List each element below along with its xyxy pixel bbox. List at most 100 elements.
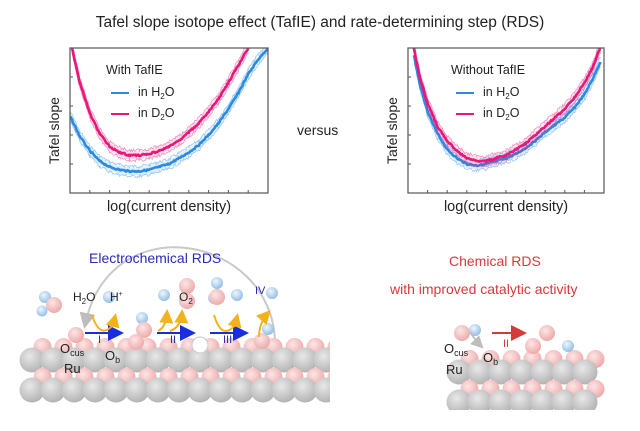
adsorbates [36, 277, 278, 354]
ru-atom [488, 359, 514, 385]
figure-title: Tafel slope isotope effect (TafIE) and r… [95, 14, 545, 31]
oxygen-atom [136, 322, 152, 338]
ru-atom [145, 347, 171, 373]
o2-label: O2 [179, 290, 193, 306]
ru-atom [124, 347, 150, 373]
left-plot-xlabel: log(current density) [106, 199, 232, 215]
ru-atom [166, 377, 192, 403]
electrochemical-scheme [19, 246, 330, 403]
ru-atom [313, 347, 330, 373]
ru-atom [292, 377, 318, 403]
ru-atom [467, 359, 493, 385]
oxygen-atom [46, 297, 62, 313]
ru-atom [166, 347, 192, 373]
ru-atom [61, 377, 87, 403]
chem-ru-label: Ru [446, 362, 463, 377]
ru-atom [551, 389, 577, 410]
series-line-in-d2o [412, 48, 602, 164]
ru-atom [103, 347, 129, 373]
versus-label: versus [297, 122, 339, 138]
series-band-fill [72, 48, 249, 160]
ru-atom [509, 389, 535, 410]
ru-atom [467, 389, 493, 410]
left-legend-d2o: in D2O [111, 106, 174, 122]
oxygen-atom [254, 333, 270, 349]
ru-atom [250, 347, 276, 373]
step-label-iv: IV [255, 285, 266, 297]
legend-swatch-d2o [111, 113, 129, 115]
hplus-label: H+ [110, 290, 123, 304]
chemical-rds-title: Chemical RDS [449, 253, 541, 269]
ru-atom [271, 347, 297, 373]
left-legend-h2o: in H2O [111, 85, 174, 101]
ru-atom [271, 377, 297, 403]
h2o-label: H2O [73, 290, 96, 306]
left-plot [69, 47, 269, 194]
series-band-lower [414, 48, 599, 159]
legend-swatch-d2o [456, 113, 474, 115]
series-band-upper [413, 51, 601, 168]
ru-atom [19, 377, 45, 403]
ru-atom [187, 377, 213, 403]
series-band-upper [70, 51, 268, 179]
ru-atom [103, 377, 129, 403]
ru-atom [551, 359, 577, 385]
hydrogen-atom [36, 305, 48, 317]
ru-atom [187, 347, 213, 373]
ru-atom [124, 377, 150, 403]
ru-atom [229, 347, 255, 373]
adsorbates [454, 324, 574, 354]
yellow-arrow-ii-a [157, 309, 174, 332]
series-band-lower [72, 48, 246, 153]
ru-atom [82, 347, 108, 373]
step-label-ii: II [170, 334, 177, 346]
legend-swatch-h2o [111, 92, 129, 94]
vacancy-site [191, 336, 209, 354]
ru-atom [530, 389, 556, 410]
series-band-upper [413, 60, 601, 173]
oxygen-atom [179, 293, 195, 309]
oxygen-atom [128, 334, 144, 350]
hydrogen-atom [562, 340, 574, 352]
oxygen-atom [454, 325, 470, 341]
ru-atom [82, 377, 108, 403]
o-cus-atom [68, 327, 84, 343]
chemical-rds-subtitle: with improved catalytic activity [390, 281, 578, 297]
cycle-arc [79, 246, 276, 341]
ru-atom [61, 347, 87, 373]
series-line-in-h2o [70, 48, 268, 174]
hydrogen-atom [266, 287, 278, 299]
hydrogen-atom [211, 277, 223, 289]
hydrogen-atom [136, 312, 148, 324]
ru-slab [446, 350, 605, 410]
left-legend-title: With TafIE [106, 63, 163, 77]
chem-ocus-label: Ocus [444, 341, 469, 358]
right-plot-ylabel: Tafel slope [384, 97, 400, 164]
oxygen-atom [179, 278, 195, 294]
yellow-arrow-ii-b [169, 309, 189, 332]
right-legend-title: Without TafIE [451, 63, 526, 77]
series-band-upper [71, 53, 249, 163]
ru-atom [530, 359, 556, 385]
ru-atom [250, 377, 276, 403]
ru-atom [509, 359, 535, 385]
legend-swatch-h2o [456, 92, 474, 94]
series-line-in-d2o [70, 48, 250, 158]
legend-label: in H2O [483, 85, 520, 101]
ru-atom [572, 389, 598, 410]
yellow-arrow-iv [256, 310, 271, 338]
chem-ob-label: Ob [483, 350, 499, 367]
series-band-lower [70, 48, 266, 169]
ob-label: Ob [105, 348, 121, 365]
hydrogen-atom [469, 324, 481, 336]
chemical-step-label: II [503, 338, 510, 350]
series-band-lower [413, 50, 601, 163]
ru-atom [446, 389, 472, 410]
ru-atom [40, 347, 66, 373]
step-label-iii: III [223, 334, 233, 346]
hydrogen-atom [231, 289, 243, 301]
ru-atom [19, 347, 45, 373]
ru-atom [208, 347, 234, 373]
step-label-i: I [98, 334, 102, 346]
chemical-scheme [446, 324, 605, 410]
